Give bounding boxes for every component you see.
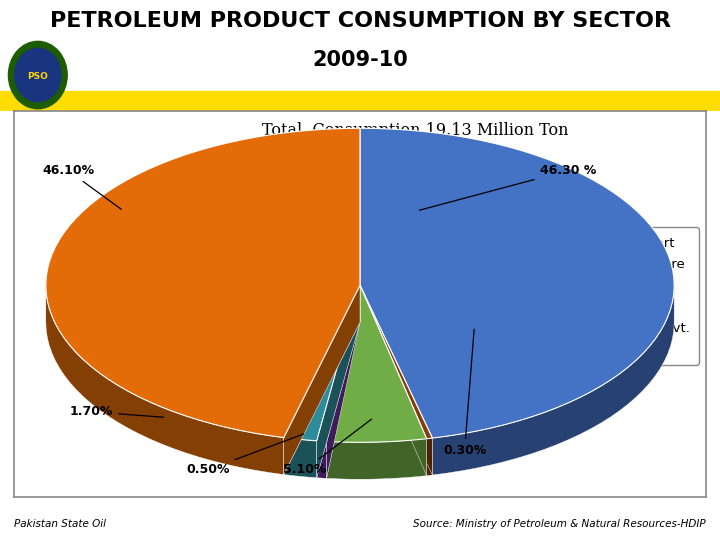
Polygon shape	[433, 286, 674, 475]
Text: 5.10%: 5.10%	[283, 419, 372, 476]
Polygon shape	[326, 285, 360, 478]
Circle shape	[14, 49, 61, 102]
Text: 2009-10: 2009-10	[312, 51, 408, 71]
Polygon shape	[317, 441, 326, 478]
Polygon shape	[360, 285, 433, 475]
Polygon shape	[326, 285, 360, 478]
Polygon shape	[46, 129, 360, 437]
Text: 0.30%: 0.30%	[443, 329, 486, 457]
Polygon shape	[427, 438, 433, 476]
Polygon shape	[360, 285, 433, 475]
Text: Pakistan State Oil: Pakistan State Oil	[14, 519, 107, 529]
Polygon shape	[360, 285, 427, 476]
Polygon shape	[326, 285, 427, 442]
Text: PETROLEUM PRODUCT CONSUMPTION BY SECTOR: PETROLEUM PRODUCT CONSUMPTION BY SECTOR	[50, 11, 670, 31]
Polygon shape	[284, 285, 360, 475]
Legend: Transport, Agriculture, Industrial, Domestic, Other Govt., Power: Transport, Agriculture, Industrial, Dome…	[579, 227, 699, 365]
Text: 1.70%: 1.70%	[70, 406, 163, 419]
Polygon shape	[284, 285, 360, 441]
Polygon shape	[326, 438, 427, 480]
Text: 46.10%: 46.10%	[42, 164, 121, 210]
Text: 46.30 %: 46.30 %	[420, 164, 596, 210]
Text: Total  Consumption 19.13 Million Ton: Total Consumption 19.13 Million Ton	[262, 122, 569, 139]
Polygon shape	[317, 285, 360, 478]
Polygon shape	[46, 285, 284, 475]
Polygon shape	[317, 285, 360, 478]
Polygon shape	[284, 285, 360, 475]
Polygon shape	[360, 285, 427, 476]
Text: PSO: PSO	[27, 72, 48, 81]
Text: 0.50%: 0.50%	[186, 434, 304, 476]
Polygon shape	[360, 285, 433, 438]
Circle shape	[9, 42, 67, 109]
Text: Source: Ministry of Petroleum & Natural Resources-HDIP: Source: Ministry of Petroleum & Natural …	[413, 519, 706, 529]
Polygon shape	[360, 129, 674, 438]
Polygon shape	[317, 285, 360, 441]
Polygon shape	[284, 437, 317, 478]
